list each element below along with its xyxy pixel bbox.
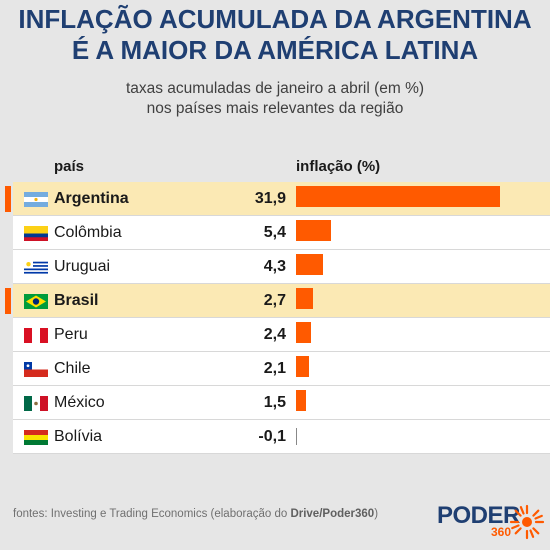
bar <box>296 288 313 309</box>
brazil-flag-icon <box>24 294 48 309</box>
logo-number: 360 <box>491 525 512 539</box>
value-label: 2,1 <box>263 360 286 377</box>
bar <box>296 356 309 377</box>
logo-text: PODER <box>437 502 520 529</box>
mexico-flag-icon <box>24 396 48 411</box>
chile-flag-icon <box>24 362 48 377</box>
bar <box>296 322 311 343</box>
bolivia-flag-icon <box>24 430 48 445</box>
highlight-marker <box>5 288 11 314</box>
footnote-prefix: fontes: Investing e Trading Economics (e… <box>13 508 291 520</box>
country-name: Argentina <box>54 190 129 207</box>
sun-icon <box>509 504 545 540</box>
country-name: Colômbia <box>54 224 122 241</box>
value-label: 2,7 <box>263 292 286 309</box>
bar <box>296 428 297 445</box>
footnote-bold: Drive/Poder360 <box>290 508 375 520</box>
chart-title: INFLAÇÃO ACUMULADA DA ARGENTINA É A MAIO… <box>0 4 550 66</box>
country-name: Brasil <box>54 292 99 309</box>
source-footnote: fontes: Investing e Trading Economics (e… <box>13 508 378 520</box>
value-label: -0,1 <box>258 428 286 445</box>
value-label: 1,5 <box>263 394 286 411</box>
footnote-suffix: ) <box>374 508 379 520</box>
value-label: 4,3 <box>263 258 286 275</box>
table-row: Brasil 2,7 <box>5 284 550 318</box>
country-name: Bolívia <box>54 428 103 445</box>
table-row: Colômbia 5,4 <box>13 216 550 250</box>
chart-subtitle: taxas acumuladas de janeiro a abril (em … <box>0 79 550 119</box>
subtitle-line-2: nos países mais relevantes da região <box>146 100 404 117</box>
value-label: 31,9 <box>254 190 286 207</box>
column-header-country: país <box>54 158 85 175</box>
title-line-2: É A MAIOR DA AMÉRICA LATINA <box>71 35 479 65</box>
peru-flag-icon <box>24 328 48 343</box>
table-row: Chile 2,1 <box>13 352 550 386</box>
bar <box>296 186 500 207</box>
country-name: Uruguai <box>54 258 111 275</box>
table-row: México 1,5 <box>13 386 550 420</box>
table-row: Argentina 31,9 <box>5 182 550 216</box>
table-row: Uruguai 4,3 <box>13 250 550 284</box>
country-name: México <box>54 394 105 411</box>
country-name: Chile <box>54 360 91 377</box>
inflation-table: Argentina 31,9 Colômbia 5,4 Uruguai 4,3 Brasil… <box>5 182 550 454</box>
table-row: Peru 2,4 <box>13 318 550 352</box>
bar <box>296 254 323 275</box>
country-name: Peru <box>54 326 88 343</box>
argentina-flag-icon <box>24 192 48 207</box>
table-row: Bolívia -0,1 <box>13 420 550 454</box>
poder360-logo: PODER 360 <box>437 500 547 544</box>
uruguay-flag-icon <box>24 260 48 275</box>
title-line-1: INFLAÇÃO ACUMULADA DA ARGENTINA <box>18 4 532 34</box>
value-label: 2,4 <box>263 326 286 343</box>
bar <box>296 220 331 241</box>
column-header-inflation: inflação (%) <box>296 158 381 175</box>
subtitle-line-1: taxas acumuladas de janeiro a abril (em … <box>125 80 425 97</box>
colombia-flag-icon <box>24 226 48 241</box>
bar <box>296 390 306 411</box>
value-label: 5,4 <box>263 224 286 241</box>
highlight-marker <box>5 186 11 212</box>
